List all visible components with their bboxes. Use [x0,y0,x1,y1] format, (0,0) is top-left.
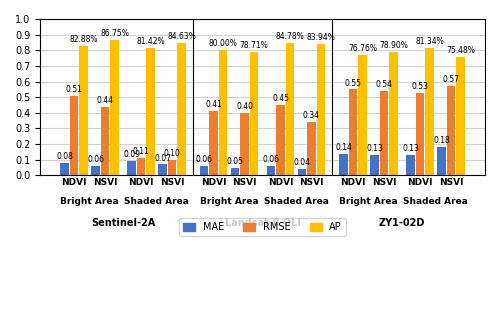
Bar [60,163,69,175]
Text: 78.71%: 78.71% [240,41,268,50]
Text: 0.05: 0.05 [226,157,244,166]
Bar [210,111,218,175]
Text: 0.45: 0.45 [272,94,289,103]
Bar [316,44,326,175]
Bar [79,46,88,175]
Bar [370,155,379,175]
Bar [200,166,208,175]
Text: 82.88%: 82.88% [70,35,98,44]
Bar [286,43,294,175]
Text: 0.34: 0.34 [303,111,320,120]
Text: 81.34%: 81.34% [415,37,444,46]
Text: 0.41: 0.41 [205,100,222,109]
Bar [146,48,155,175]
Bar [127,161,136,175]
Bar [266,166,276,175]
Text: 78.90%: 78.90% [379,41,408,50]
Text: 0.11: 0.11 [132,147,150,156]
Bar [70,96,78,175]
Text: 86.75%: 86.75% [100,29,129,38]
Text: 84.63%: 84.63% [167,32,196,41]
Text: 0.06: 0.06 [196,155,212,164]
Bar [437,147,446,175]
Text: Sentinel-2A: Sentinel-2A [91,218,155,228]
Text: 83.94%: 83.94% [306,33,336,42]
Text: Shaded Area: Shaded Area [403,197,468,206]
Text: 0.13: 0.13 [366,144,383,153]
Text: 0.14: 0.14 [335,143,352,152]
Bar [340,154,348,175]
Text: 0.06: 0.06 [87,155,104,164]
Text: 84.78%: 84.78% [276,32,304,41]
Text: 75.48%: 75.48% [446,46,475,55]
Legend: MAE, RMSE, AP: MAE, RMSE, AP [180,218,346,236]
Text: 0.06: 0.06 [262,155,280,164]
Text: 0.40: 0.40 [236,102,253,111]
Bar [240,113,249,175]
Bar [177,43,186,175]
Text: Bright Area: Bright Area [340,197,398,206]
Text: Shaded Area: Shaded Area [124,197,189,206]
Bar [92,166,100,175]
Text: 0.07: 0.07 [154,154,171,163]
Text: 81.42%: 81.42% [136,37,165,46]
Bar [425,48,434,175]
Text: Landsat-8 OLI: Landsat-8 OLI [224,218,300,228]
Bar [456,57,465,175]
Bar [358,55,367,175]
Text: 0.53: 0.53 [412,81,428,91]
Bar [348,89,358,175]
Text: 0.08: 0.08 [56,152,73,161]
Text: ZY1-02D: ZY1-02D [379,218,425,228]
Bar [168,160,176,175]
Text: 0.09: 0.09 [123,151,140,160]
Text: Bright Area: Bright Area [60,197,119,206]
Bar [101,107,110,175]
Bar [389,52,398,175]
Bar [110,40,119,175]
Bar [276,105,285,175]
Bar [307,122,316,175]
Text: 0.18: 0.18 [433,137,450,145]
Bar [250,52,258,175]
Text: Bright Area: Bright Area [200,197,258,206]
Bar [416,92,424,175]
Text: 0.55: 0.55 [344,78,362,87]
Bar [380,91,388,175]
Text: 80.00%: 80.00% [208,39,238,49]
Text: 76.76%: 76.76% [348,44,377,53]
Text: 0.13: 0.13 [402,144,419,153]
Text: 0.57: 0.57 [442,75,460,84]
Bar [298,169,306,175]
Text: Shaded Area: Shaded Area [264,197,328,206]
Text: 0.44: 0.44 [96,96,114,105]
Text: 0.10: 0.10 [164,149,180,158]
Bar [218,50,228,175]
Text: 0.51: 0.51 [66,85,82,94]
Text: 0.54: 0.54 [376,80,392,89]
Bar [406,155,415,175]
Text: 0.04: 0.04 [294,158,310,167]
Bar [158,165,167,175]
Bar [446,86,456,175]
Bar [136,158,145,175]
Bar [231,168,239,175]
